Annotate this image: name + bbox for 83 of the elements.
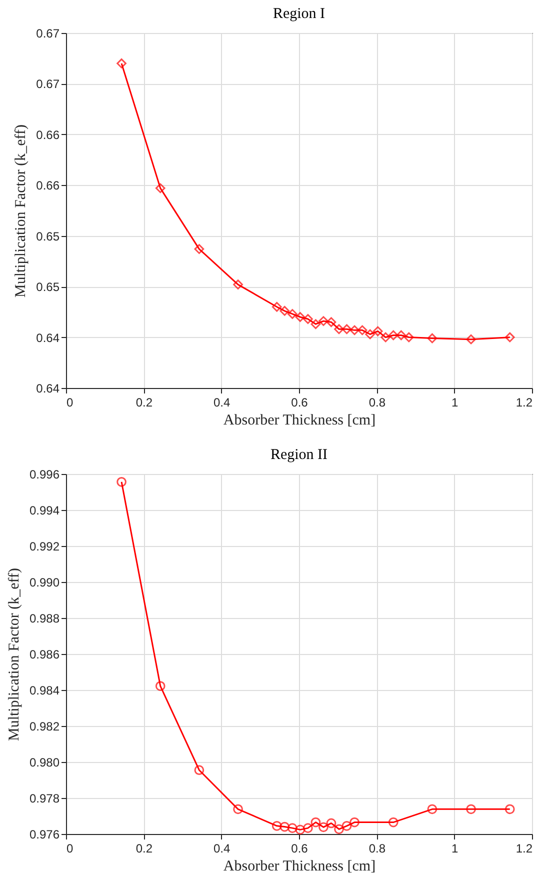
y-tick-label: 0.996 (29, 468, 60, 482)
point (334, 324, 344, 334)
x-tick-label: 1.2 (516, 842, 533, 856)
point (272, 302, 282, 312)
point (380, 332, 391, 342)
y-tick-label: 0.64 (36, 382, 60, 396)
y-tick-label: 0.65 (36, 280, 60, 294)
y-tick-label: 0.978 (29, 792, 60, 806)
y-tick-label: 0.994 (29, 504, 60, 518)
point (504, 804, 515, 814)
point (318, 316, 328, 326)
x-tick-label: 0.8 (368, 396, 386, 410)
point (357, 325, 368, 336)
point (404, 332, 414, 342)
point (427, 804, 438, 814)
x-axis-title: Absorber Thickness [cm] (223, 412, 376, 428)
y-tick-label: 0.990 (29, 576, 60, 590)
x-tick-label: 0.6 (291, 396, 308, 410)
y-axis-title: Multiplication Factor (k_eff) (13, 124, 30, 298)
point (350, 817, 360, 828)
point (194, 765, 204, 776)
point (326, 317, 336, 328)
point (388, 330, 398, 340)
x-tick-label: 1 (451, 842, 458, 856)
point (396, 330, 406, 340)
point (272, 820, 282, 831)
point (116, 58, 126, 68)
y-tick-label: 0.67 (36, 77, 60, 92)
point (295, 312, 306, 322)
x-tick-label: 1 (451, 396, 458, 410)
point (342, 324, 352, 334)
chart-title: Region I (272, 6, 326, 22)
y-tick-label: 0.976 (29, 828, 60, 842)
point (334, 824, 344, 834)
point (233, 280, 243, 290)
point (372, 326, 383, 336)
x-tick-label: 0.4 (213, 396, 230, 410)
point (466, 804, 476, 814)
y-tick-label: 0.982 (29, 720, 60, 734)
point (427, 333, 438, 344)
y-tick-label: 0.67 (36, 26, 60, 40)
point (303, 314, 313, 324)
point (287, 823, 298, 833)
point (365, 329, 375, 340)
y-tick-label: 0.984 (29, 684, 60, 698)
x-tick-label: 0 (66, 842, 74, 856)
y-tick-label: 0.66 (36, 128, 60, 142)
x-tick-label: 0.2 (136, 396, 153, 410)
x-tick-label: 0.8 (368, 842, 386, 856)
x-tick-label: 1.2 (516, 396, 533, 410)
point (318, 822, 328, 832)
x-tick-label: 0.4 (213, 842, 230, 856)
x-tick-label: 0 (66, 396, 74, 410)
point (233, 804, 243, 814)
y-axis-title: Multiplication Factor (k_eff) (6, 568, 22, 742)
point (388, 817, 398, 828)
y-tick-label: 0.986 (29, 648, 60, 662)
x-tick-label: 0.6 (291, 842, 308, 856)
point (342, 820, 352, 831)
point (303, 823, 313, 833)
point (194, 244, 204, 254)
point (287, 309, 298, 319)
chart-title: Region II (270, 447, 328, 463)
x-tick-label: 0.2 (136, 842, 153, 856)
point (280, 306, 290, 316)
point (504, 332, 515, 342)
x-axis-title: Absorber Thickness [cm] (223, 858, 376, 874)
point (295, 824, 306, 835)
y-tick-label: 0.992 (29, 540, 60, 554)
y-tick-label: 0.65 (36, 229, 60, 244)
point (280, 822, 290, 832)
point (350, 325, 360, 336)
point (310, 817, 321, 828)
point (310, 319, 321, 330)
point (326, 818, 336, 828)
y-tick-label: 0.66 (36, 178, 60, 193)
point (155, 183, 166, 194)
y-tick-label: 0.980 (29, 756, 60, 770)
point (116, 476, 126, 487)
point (155, 681, 166, 691)
point (466, 334, 476, 344)
y-tick-label: 0.988 (29, 612, 60, 626)
y-tick-label: 0.64 (36, 330, 60, 345)
